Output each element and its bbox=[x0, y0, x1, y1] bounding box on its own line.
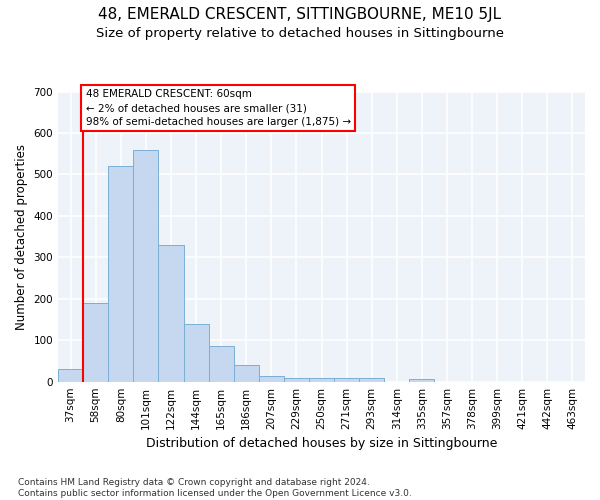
X-axis label: Distribution of detached houses by size in Sittingbourne: Distribution of detached houses by size … bbox=[146, 437, 497, 450]
Bar bbox=[209, 346, 233, 382]
Bar bbox=[83, 303, 108, 382]
Bar bbox=[184, 324, 209, 382]
Bar bbox=[58, 369, 83, 382]
Text: 48, EMERALD CRESCENT, SITTINGBOURNE, ME10 5JL: 48, EMERALD CRESCENT, SITTINGBOURNE, ME1… bbox=[98, 8, 502, 22]
Bar bbox=[108, 166, 133, 382]
Bar bbox=[133, 150, 158, 382]
Text: Contains HM Land Registry data © Crown copyright and database right 2024.
Contai: Contains HM Land Registry data © Crown c… bbox=[18, 478, 412, 498]
Bar bbox=[233, 365, 259, 382]
Bar bbox=[409, 379, 434, 382]
Bar bbox=[158, 245, 184, 382]
Text: 48 EMERALD CRESCENT: 60sqm
← 2% of detached houses are smaller (31)
98% of semi-: 48 EMERALD CRESCENT: 60sqm ← 2% of detac… bbox=[86, 89, 351, 127]
Y-axis label: Number of detached properties: Number of detached properties bbox=[15, 144, 28, 330]
Bar bbox=[334, 378, 359, 382]
Bar bbox=[359, 378, 384, 382]
Bar bbox=[259, 376, 284, 382]
Text: Size of property relative to detached houses in Sittingbourne: Size of property relative to detached ho… bbox=[96, 28, 504, 40]
Bar bbox=[309, 378, 334, 382]
Bar bbox=[284, 378, 309, 382]
